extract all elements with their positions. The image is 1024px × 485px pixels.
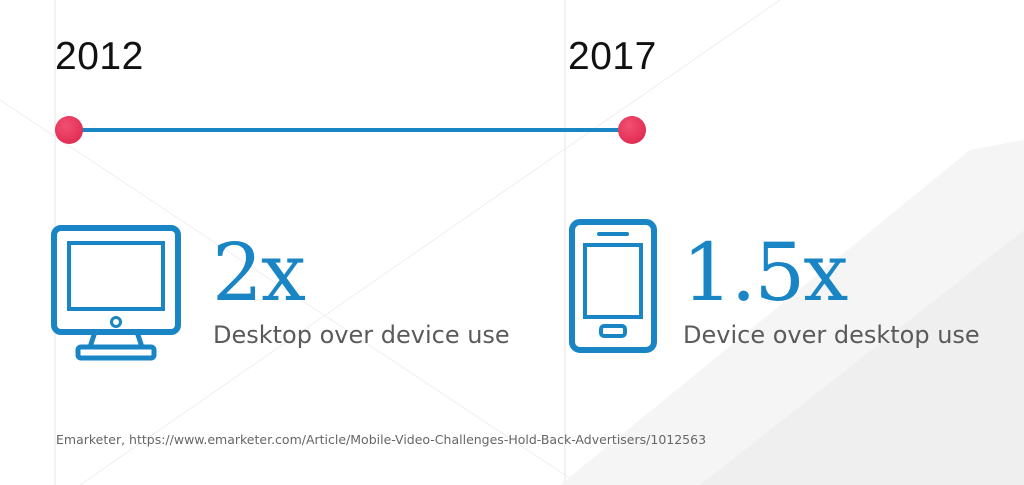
- desktop-stat-value: 2x: [212, 226, 306, 319]
- start-year-label: 2012: [55, 35, 144, 78]
- desktop-stat-label: Desktop over device use: [213, 321, 510, 349]
- device-stat-label: Device over desktop use: [683, 321, 980, 349]
- smartphone-icon: [569, 219, 657, 353]
- end-marker: [618, 116, 646, 144]
- end-year-label: 2017: [568, 35, 657, 78]
- start-marker: [55, 116, 83, 144]
- desktop-monitor-icon: [51, 225, 181, 361]
- source-citation: Emarketer, https://www.emarketer.com/Art…: [56, 432, 707, 447]
- device-stat-value: 1.5x: [682, 226, 848, 319]
